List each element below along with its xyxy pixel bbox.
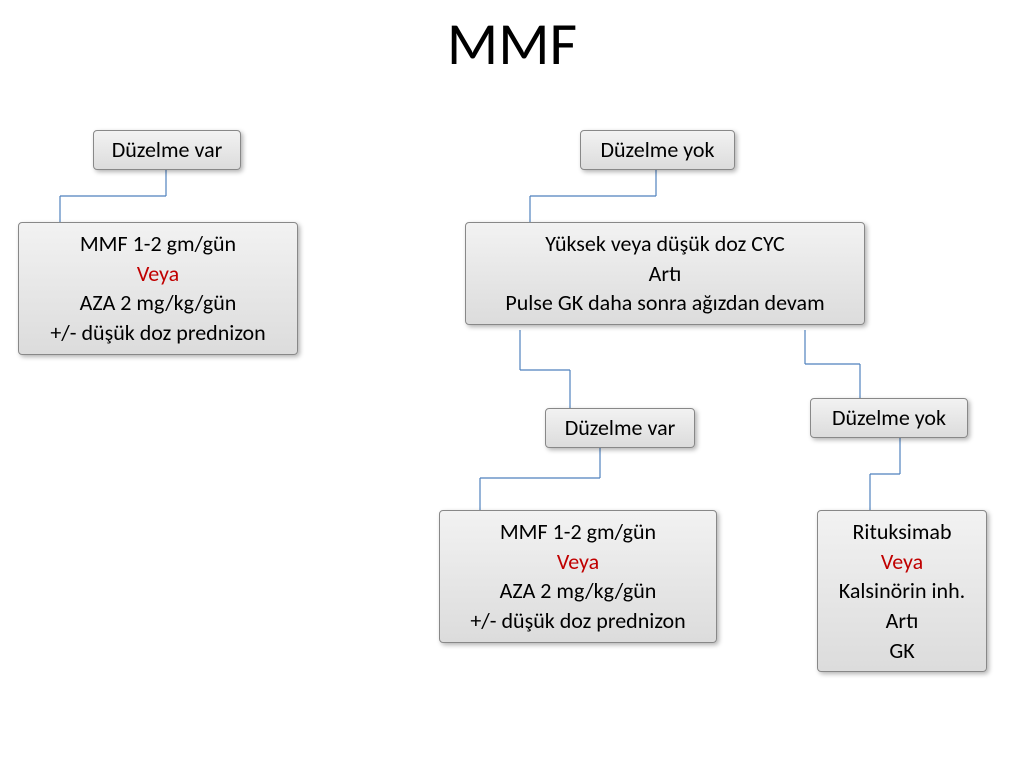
- node-rituksimab: Rituksimab Veya Kalsinörin inh. Artı GK: [817, 510, 987, 672]
- node-label: Düzelme var: [565, 414, 676, 441]
- node-duzelme-var-1: Düzelme var: [93, 130, 241, 170]
- node-line: MMF 1-2 gm/gün: [452, 517, 704, 547]
- node-line: AZA 2 mg/kg/gün: [31, 288, 285, 318]
- node-label: Düzelme yok: [600, 136, 714, 163]
- node-line: Rituksimab: [830, 517, 974, 547]
- node-duzelme-yok-2: Düzelme yok: [810, 398, 968, 438]
- node-line: Yüksek veya düşük doz CYC: [478, 229, 852, 259]
- node-label: Düzelme var: [112, 136, 223, 163]
- node-line: Veya: [452, 547, 704, 577]
- node-label: Düzelme yok: [832, 404, 946, 431]
- node-line: Artı: [830, 606, 974, 636]
- node-line: +/- düşük doz prednizon: [452, 606, 704, 636]
- node-mmf-aza-1: MMF 1-2 gm/gün Veya AZA 2 mg/kg/gün +/- …: [18, 222, 298, 355]
- node-line: Veya: [31, 259, 285, 289]
- node-cyc-pulsegk: Yüksek veya düşük doz CYC Artı Pulse GK …: [465, 222, 865, 325]
- node-duzelme-yok-1: Düzelme yok: [580, 130, 735, 170]
- node-line: +/- düşük doz prednizon: [31, 318, 285, 348]
- node-mmf-aza-2: MMF 1-2 gm/gün Veya AZA 2 mg/kg/gün +/- …: [439, 510, 717, 643]
- node-line: Veya: [830, 547, 974, 577]
- node-line: GK: [830, 636, 974, 666]
- page-title: MMF: [0, 8, 1024, 81]
- node-line: MMF 1-2 gm/gün: [31, 229, 285, 259]
- node-line: Pulse GK daha sonra ağızdan devam: [478, 288, 852, 318]
- node-line: Kalsinörin inh.: [830, 576, 974, 606]
- node-line: Artı: [478, 259, 852, 289]
- node-line: AZA 2 mg/kg/gün: [452, 576, 704, 606]
- node-duzelme-var-2: Düzelme var: [545, 408, 695, 448]
